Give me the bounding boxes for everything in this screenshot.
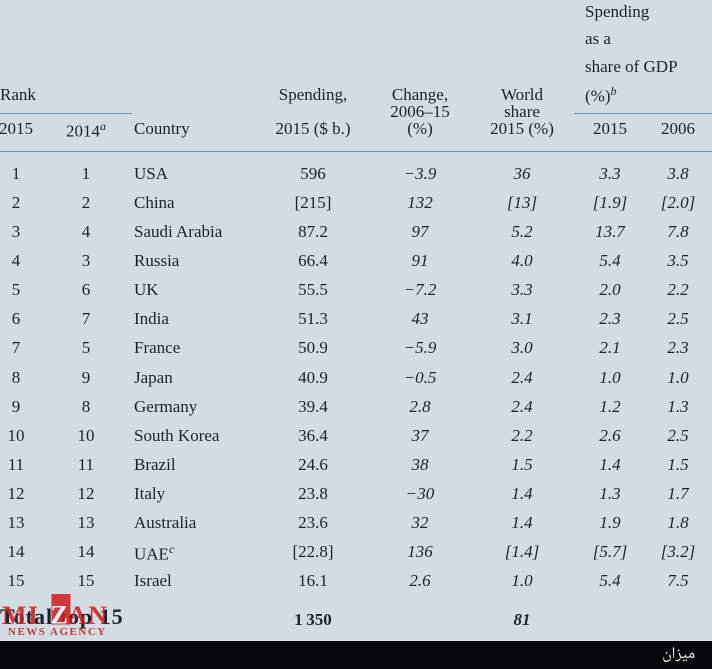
svg-text:NEWS AGENCY: NEWS AGENCY [8,626,107,638]
